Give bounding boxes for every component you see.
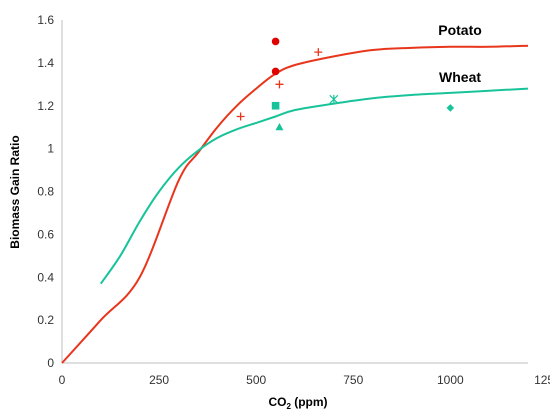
wheat-label: Wheat <box>439 69 481 85</box>
asterisk-marker <box>329 94 339 104</box>
y-tick-label: 1 <box>47 142 54 156</box>
y-tick-label: 0.4 <box>37 270 54 284</box>
diamond-marker <box>446 104 455 112</box>
x-tick-label: 500 <box>246 373 266 387</box>
x-axis-tick-labels: 0 250 500 750 1000 1250 <box>59 373 550 387</box>
x-tick-label: 0 <box>59 373 66 387</box>
y-axis-title: Biomass Gain Ratio <box>8 135 22 248</box>
x-tick-label: 250 <box>149 373 169 387</box>
plus-marker <box>236 112 245 121</box>
circle-marker <box>271 37 280 46</box>
x-axis-title: CO2 (ppm) <box>268 395 327 411</box>
y-tick-label: 0.6 <box>37 227 54 241</box>
y-tick-label: 1.6 <box>37 13 54 27</box>
x-tick-label: 1000 <box>437 373 464 387</box>
square-marker <box>271 101 280 110</box>
y-tick-label: 1.4 <box>37 56 54 70</box>
y-tick-label: 1.2 <box>37 99 54 113</box>
plus-marker <box>275 80 284 89</box>
y-tick-label: 0 <box>47 356 54 370</box>
triangle-marker <box>275 122 284 131</box>
circle-marker <box>271 67 280 76</box>
y-tick-label: 0.8 <box>37 185 54 199</box>
wheat-curve <box>99 87 529 285</box>
series-labels-layer: Potato Wheat <box>438 22 482 85</box>
markers-layer <box>236 37 455 131</box>
y-axis-tick-labels: 0 0.2 0.4 0.6 0.8 1 1.2 1.4 1.6 <box>37 13 54 370</box>
plus-marker <box>314 48 323 57</box>
potato-label: Potato <box>438 22 482 38</box>
y-tick-label: 0.2 <box>37 313 54 327</box>
potato-curve <box>61 44 529 364</box>
x-tick-label: 750 <box>343 373 363 387</box>
curves-layer <box>61 44 529 364</box>
x-tick-label: 1250 <box>534 373 550 387</box>
